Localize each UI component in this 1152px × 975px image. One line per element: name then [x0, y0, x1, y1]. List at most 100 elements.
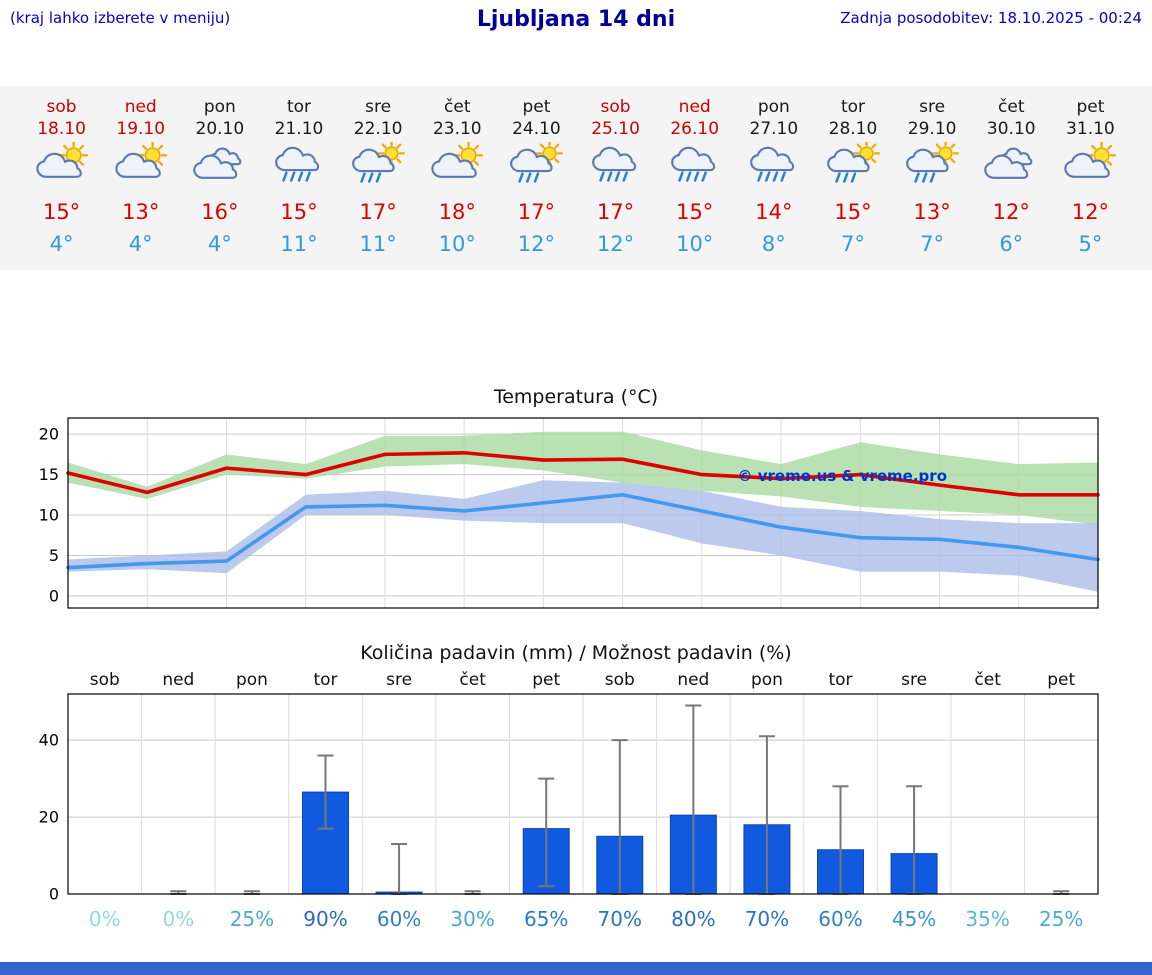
- forecast-day: sob 18.10 15° 4°: [22, 96, 101, 258]
- day-name: sre: [365, 97, 392, 117]
- sun-cloud-icon: [1064, 142, 1117, 178]
- max-temperature-band: [68, 431, 1098, 525]
- forecast-day: sre 29.10 13° 7°: [893, 96, 972, 258]
- forecast-day: pon 20.10 16° 4°: [180, 96, 259, 258]
- raindrop-glyph: [701, 171, 707, 182]
- raindrop-glyph: [685, 171, 692, 182]
- temp-max: 14°: [755, 200, 793, 224]
- raindrop-glyph: [534, 172, 540, 183]
- forecast-day: tor 28.10 15° 7°: [813, 96, 892, 258]
- day-axis-label: čet: [974, 670, 1001, 690]
- y-tick-label: 20: [39, 425, 59, 444]
- precipitation-chart-block: Količina padavin (mm) / Možnost padavin …: [0, 642, 1152, 934]
- forecast-day: ned 26.10 15° 10°: [655, 96, 734, 258]
- raindrop-glyph: [305, 171, 311, 182]
- weather-icon: [339, 142, 418, 196]
- day-date: 25.10: [591, 119, 640, 139]
- temp-min: 5°: [1078, 232, 1103, 256]
- temp-max: 16°: [201, 200, 239, 224]
- y-tick-label: 5: [49, 546, 59, 565]
- cloud-glyph: [1064, 152, 1111, 178]
- cloud-glyph: [827, 148, 870, 173]
- temp-min: 11°: [359, 232, 397, 256]
- cloud-glyph: [431, 152, 478, 178]
- cloud-glyph: [275, 146, 320, 172]
- day-date: 28.10: [828, 119, 878, 139]
- raindrop-glyph: [598, 171, 605, 182]
- weather-icon: [1051, 142, 1130, 196]
- precipitation-chart: sob ned pon tor sre čet pet sob ned pon tor sre čet p…: [39, 670, 1099, 931]
- day-axis-label: sre: [386, 670, 412, 690]
- temp-min: 6°: [999, 232, 1024, 256]
- raindrop-glyph: [282, 171, 288, 182]
- precip-probability: 25%: [230, 907, 274, 931]
- precip-probability: 0%: [162, 907, 194, 931]
- raindrop-glyph: [843, 172, 849, 183]
- day-date: 20.10: [195, 119, 245, 139]
- temp-min: 10°: [676, 232, 714, 256]
- day-axis-label: ned: [162, 670, 194, 690]
- cloud-glyph: [670, 146, 715, 172]
- cloud-glyph: [352, 148, 395, 173]
- day-axis-label: sob: [90, 670, 120, 690]
- day-date: 19.10: [116, 119, 166, 139]
- rain-icon: [749, 146, 794, 182]
- weather-icon: [22, 142, 101, 196]
- raindrop-glyph: [914, 172, 920, 183]
- cloud-glyph: [749, 146, 794, 172]
- day-date: 30.10: [986, 119, 1036, 139]
- temp-max: 13°: [122, 200, 160, 224]
- temperature-chart-block: Temperatura (°C) 0 5 10 15 20 © vreme.us & vr…: [0, 386, 1152, 614]
- y-tick-label: 20: [39, 808, 59, 827]
- cloud-glyph: [35, 152, 82, 178]
- raindrop-glyph: [606, 171, 612, 182]
- forecast-day: ned 19.10 13° 4°: [101, 96, 180, 258]
- plot-border: [67, 693, 1099, 895]
- rain-icon: [275, 146, 320, 182]
- cloud-glyph: [591, 146, 636, 172]
- cloud-glyph: [984, 154, 1029, 179]
- raindrop-glyph: [764, 171, 771, 182]
- day-date: 24.10: [512, 119, 561, 139]
- raindrop-glyph: [835, 172, 841, 183]
- weather-icon: [497, 142, 576, 196]
- precip-probability: 70%: [598, 907, 642, 931]
- raindrop-glyph: [289, 171, 296, 182]
- temp-min: 10°: [438, 232, 476, 256]
- y-tick-label: 40: [39, 731, 59, 750]
- max-temperature-line: [66, 450, 1100, 497]
- weather-icon: [101, 142, 180, 196]
- temperature-chart: 0 5 10 15 20 © vreme.us & vreme.pro: [39, 417, 1100, 609]
- y-tick-label: 10: [39, 506, 59, 525]
- y-tick-label: 0: [49, 586, 59, 605]
- day-date: 31.10: [1066, 119, 1115, 139]
- raindrop-glyph: [757, 171, 763, 182]
- day-axis-label: čet: [459, 670, 486, 690]
- watermark: © vreme.us & vreme.pro: [738, 467, 948, 485]
- weather-icon: [655, 142, 734, 196]
- footer-bar: [0, 962, 1152, 975]
- weather-icon: [813, 142, 892, 196]
- temp-min: 7°: [920, 232, 945, 256]
- day-name: ned: [124, 97, 157, 117]
- raindrop-glyph: [780, 171, 786, 182]
- day-name: tor: [840, 97, 865, 117]
- rain-icon: [670, 146, 715, 182]
- temperature-chart-title: Temperatura (°C): [493, 386, 659, 408]
- temp-min: 8°: [761, 232, 786, 256]
- cloud-glyph: [906, 148, 949, 173]
- y-tick-label: 0: [49, 885, 59, 904]
- day-date: 18.10: [37, 119, 86, 139]
- forecast-day: pon 27.10 14° 8°: [734, 96, 813, 258]
- forecast-day: tor 21.10 15° 11°: [259, 96, 338, 258]
- precip-probability: 65%: [524, 907, 568, 931]
- precip-probability: 70%: [745, 907, 789, 931]
- precip-probability: 90%: [303, 907, 347, 931]
- weather-page: (kraj lahko izberete v meniju) Ljubljana…: [0, 7, 1152, 975]
- raindrop-glyph: [622, 171, 628, 182]
- raindrop-glyph: [929, 172, 936, 183]
- raindrop-glyph: [368, 172, 374, 183]
- precip-probability: 60%: [377, 907, 421, 931]
- raindrop-glyph: [922, 172, 928, 183]
- precip-probability: 25%: [1039, 907, 1083, 931]
